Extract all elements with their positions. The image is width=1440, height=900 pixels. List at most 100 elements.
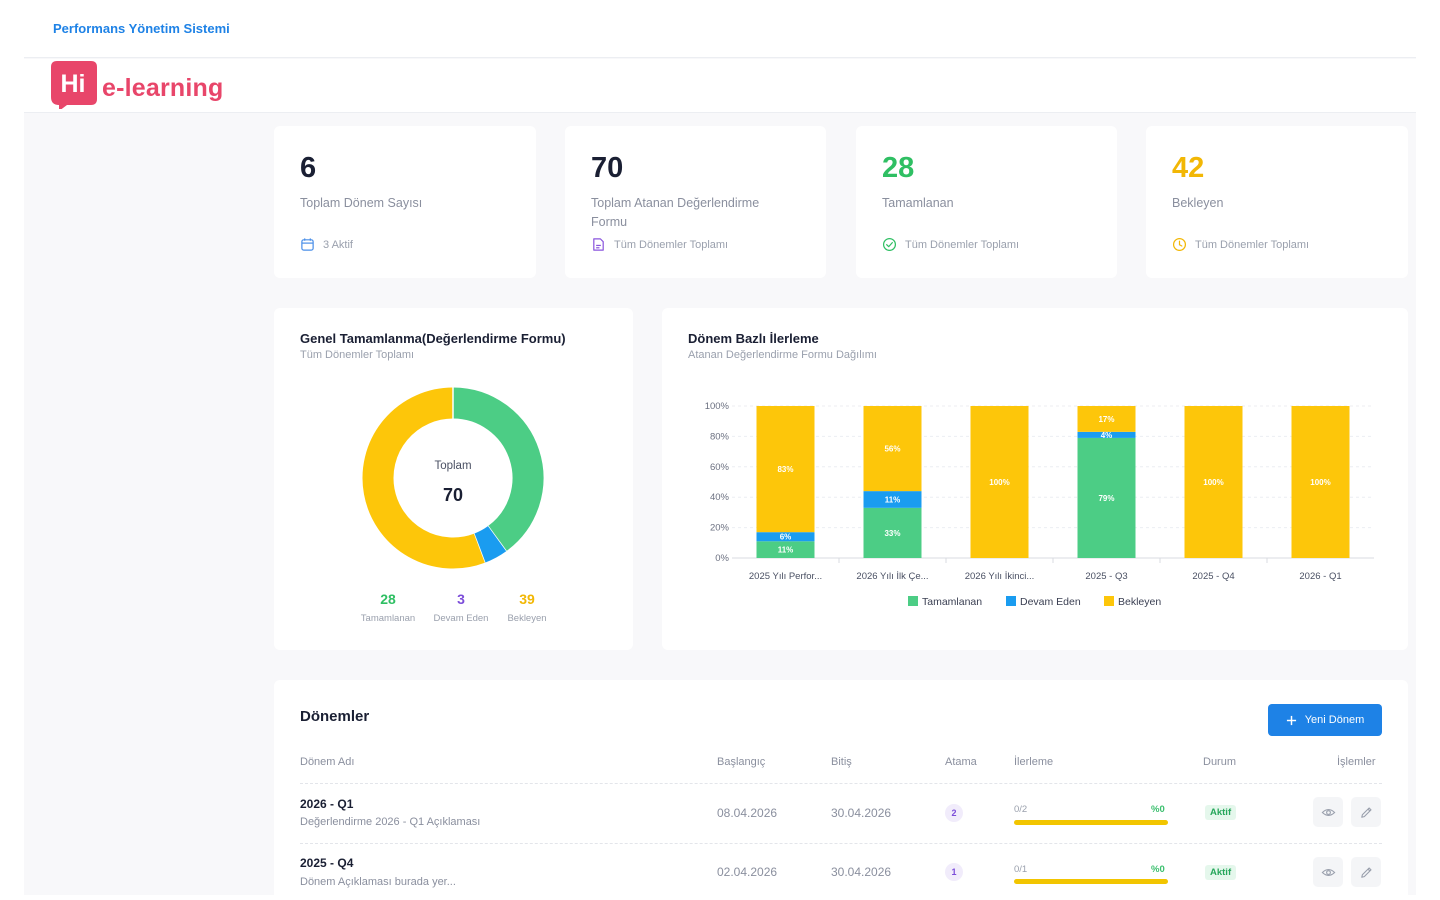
status-badge: Aktif [1205,865,1237,880]
pencil-icon [1360,866,1372,878]
bar-segment-tamamlanan[interactable] [1077,437,1136,558]
periods-panel: Dönemler Yeni Dönem Dönem Adı Başlangıç … [274,680,1408,895]
calendar-icon [301,238,314,251]
period-name[interactable]: 2026 - Q1 [300,797,354,811]
check-circle-icon [882,237,897,252]
logo-bar: Hi e-learning [24,59,1416,113]
period-end: 30.04.2026 [831,806,892,820]
bar-data-label: 4% [1101,431,1113,440]
view-button[interactable] [1313,857,1343,887]
bar-segment-bekleyen[interactable] [1291,406,1350,558]
bar-data-label: 79% [1098,494,1114,503]
col-header-start[interactable]: Başlangıç [717,756,766,768]
y-tick-label: 0% [715,553,729,564]
legend-swatch [908,596,918,606]
legend-pending-value: 39 [519,591,535,607]
legend-completed-label: Tamamlanan [360,613,416,624]
bar-segment-bekleyen[interactable] [1184,406,1243,558]
legend-label[interactable]: Devam Eden [1020,596,1081,608]
assignment-count-badge: 2 [945,804,963,822]
period-name[interactable]: 2025 - Q4 [300,856,354,870]
donut-subtitle: Tüm Dönemler Toplamı [300,349,415,361]
bar-segment-devam-eden[interactable] [756,532,815,542]
bar-data-label: 33% [884,529,900,538]
bar-subtitle: Atanan Değerlendirme Formu Dağılımı [688,349,877,361]
stat-value: 6 [300,152,317,184]
donut-panel: Genel Tamamlanma(Değerlendirme Formu) Tü… [274,308,633,650]
legend-label[interactable]: Tamamlanan [922,596,982,608]
app-frame: Performans Yönetim Sistemi Hi e-learning… [24,0,1416,895]
bar-segment-bekleyen[interactable] [756,406,815,533]
x-tick-label: 2025 - Q4 [1192,571,1234,582]
stat-foot-text: Tüm Dönemler Toplamı [1195,238,1310,251]
document-icon [593,238,604,251]
progress-bar [1014,820,1168,825]
new-period-button[interactable]: Yeni Dönem [1268,704,1382,736]
legend-completed-value: 28 [380,591,396,607]
stat-foot-text: Tüm Dönemler Toplamı [614,238,729,251]
logo-text[interactable]: e-learning [102,74,224,102]
stat-value: 42 [1172,152,1205,184]
bar-segment-bekleyen[interactable] [1077,406,1136,432]
col-header-end[interactable]: Bitiş [831,756,852,768]
eye-icon [1321,868,1335,876]
stat-card-assigned: 70 Toplam Atanan Değerlendirme Formu Tüm… [565,126,826,278]
donut-center-label: Toplam [434,460,471,472]
x-tick-label: 2025 - Q3 [1085,571,1127,582]
bar-data-label: 11% [885,495,901,504]
bar-data-label: 83% [777,465,793,474]
pencil-icon [1360,806,1372,818]
y-tick-label: 80% [710,431,730,442]
stat-foot: Tüm Dönemler Toplamı [1172,237,1309,252]
edit-button[interactable] [1351,797,1381,827]
col-header-count[interactable]: Atama [945,756,977,768]
donut-title: Genel Tamamlanma(Değerlendirme Formu) [300,331,566,346]
bar-segment-tamamlanan[interactable] [756,541,815,558]
donut-slice-devam-eden[interactable] [473,525,507,563]
bar-segment-devam-eden[interactable] [1077,431,1136,438]
col-header-progress[interactable]: İlerleme [1014,756,1054,768]
col-header-status[interactable]: Durum [1203,756,1237,768]
bar-data-label: 17% [1098,415,1114,424]
progress-percent: %0 [1151,804,1165,815]
plus-icon [1286,715,1296,725]
legend-label[interactable]: Bekleyen [1118,596,1161,608]
view-button[interactable] [1313,797,1343,827]
assignment-count-badge: 1 [945,863,963,881]
edit-button[interactable] [1351,857,1381,887]
y-tick-label: 40% [710,492,730,503]
donut-slice-bekleyen[interactable] [362,387,485,569]
y-tick-label: 100% [705,401,730,412]
period-end: 30.04.2026 [831,865,892,879]
x-tick-label: 2026 - Q1 [1299,571,1341,582]
row-divider [300,843,1382,844]
legend-swatch [1006,596,1016,606]
stat-label: Tamamlanan [882,196,954,210]
bar-segment-bekleyen[interactable] [863,406,922,492]
status-badge: Aktif [1205,805,1237,820]
bar-data-label: 100% [989,478,1009,487]
app-title[interactable]: Performans Yönetim Sistemi [53,21,230,36]
donut-chart: Toplam 70 [362,387,544,569]
periods-title: Dönemler [300,708,370,725]
stat-foot-text: 3 Aktif [323,238,353,251]
bar-data-label: 6% [780,533,792,542]
progress-count: 0/2 [1014,804,1028,815]
stat-card-periods: 6 Toplam Dönem Sayısı 3 Aktif [274,126,536,278]
stat-card-completed: 28 Tamamlanan Tüm Dönemler Toplamı [856,126,1117,278]
bar-segment-bekleyen[interactable] [970,406,1029,558]
col-header-name[interactable]: Dönem Adı [300,756,355,768]
logo-badge-icon[interactable]: Hi [49,59,99,109]
y-tick-label: 20% [710,523,730,534]
progress-bar [1014,879,1168,884]
col-header-actions: İşlemler [1337,756,1376,768]
x-tick-label: 2026 Yılı İkinci... [965,571,1035,582]
bar-data-label: 11% [778,546,794,555]
period-desc: Değerlendirme 2026 - Q1 Açıklaması [300,816,481,828]
donut-slice-tamamlanan[interactable] [452,387,544,552]
bar-data-label: 100% [1310,478,1330,487]
stat-label: Toplam Dönem Sayısı [300,196,423,210]
legend-swatch [1104,596,1114,606]
bar-segment-tamamlanan[interactable] [863,507,922,558]
bar-segment-devam-eden[interactable] [863,491,922,508]
